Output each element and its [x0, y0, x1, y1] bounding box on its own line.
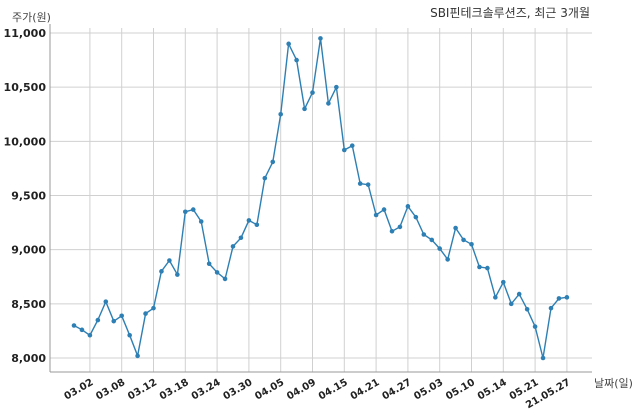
data-point	[405, 204, 411, 209]
data-point	[397, 224, 403, 230]
x-tick-label: 05.03	[412, 377, 445, 402]
data-point	[127, 332, 132, 338]
data-point	[477, 264, 482, 270]
data-point	[71, 323, 77, 328]
data-point	[286, 41, 291, 47]
series-line-path	[73, 38, 567, 359]
data-point	[516, 291, 522, 297]
data-point	[230, 244, 236, 249]
data-point	[103, 299, 109, 304]
data-point	[135, 353, 140, 359]
data-point	[421, 232, 427, 237]
data-point	[198, 219, 204, 224]
data-point	[159, 269, 164, 274]
data-point	[365, 182, 371, 187]
data-point	[445, 257, 450, 262]
data-point	[381, 207, 387, 212]
y-tick-label: 10,500	[4, 81, 47, 94]
data-point	[461, 237, 466, 243]
y-tick-labels: 8,000 8,500 9,000 9,500 10,000 10,500 11,000	[4, 27, 47, 365]
x-axis-label: 날짜(일)	[594, 376, 633, 390]
data-point	[373, 212, 379, 218]
data-point	[151, 305, 156, 311]
grid-lines	[50, 28, 592, 372]
data-point	[270, 159, 276, 165]
x-tick-label: 04.27	[380, 377, 413, 402]
data-point	[111, 318, 117, 324]
data-point	[175, 272, 180, 277]
x-tick-label: 04.05	[253, 377, 286, 402]
data-point	[413, 214, 419, 220]
data-point	[278, 111, 284, 117]
data-point	[485, 265, 490, 271]
data-point	[453, 225, 458, 231]
y-tick-label: 9,000	[11, 244, 46, 257]
data-point	[342, 147, 347, 153]
data-point	[167, 258, 172, 263]
x-tick-label: 04.09	[285, 377, 318, 402]
x-tick-label: 04.21	[349, 377, 382, 402]
data-point	[294, 57, 299, 63]
x-tick-label: 03.12	[126, 377, 159, 402]
data-point	[469, 241, 474, 247]
data-point	[222, 276, 228, 282]
data-point	[357, 181, 363, 186]
x-tick-label: 03.08	[94, 377, 127, 402]
data-point	[302, 106, 307, 112]
y-tick-label: 8,000	[11, 352, 46, 365]
data-point	[254, 222, 260, 228]
data-point	[540, 355, 546, 361]
data-point	[437, 246, 443, 251]
data-point	[95, 317, 101, 323]
data-point	[501, 279, 506, 285]
data-point	[429, 237, 435, 243]
data-point	[493, 295, 498, 300]
data-point	[532, 324, 538, 329]
data-point	[246, 218, 252, 223]
x-tick-label: 05.14	[476, 377, 509, 402]
data-point	[183, 209, 188, 215]
y-axis-label: 주가(원)	[12, 11, 51, 24]
data-point	[524, 306, 530, 312]
data-point	[349, 143, 355, 148]
x-tick-label: 04.15	[317, 377, 350, 402]
x-tick-labels: 03.0203.0803.1203.1803.2403.3004.0504.09…	[62, 377, 572, 411]
data-point	[206, 261, 212, 267]
data-point	[143, 311, 148, 316]
data-point	[334, 84, 339, 90]
x-tick-label: 03.30	[221, 377, 254, 402]
x-tick-label: 03.02	[62, 377, 95, 402]
y-tick-label: 11,000	[4, 27, 47, 40]
x-tick-label: 03.18	[158, 377, 191, 402]
y-tick-label: 10,000	[4, 135, 47, 148]
data-point	[556, 296, 562, 301]
data-point	[389, 228, 395, 234]
data-point	[262, 175, 268, 181]
data-point	[508, 301, 514, 307]
axes	[49, 24, 592, 373]
data-point	[79, 327, 85, 333]
data-point	[214, 270, 220, 275]
data-point	[326, 101, 331, 106]
data-point	[548, 305, 554, 311]
series-line	[71, 36, 570, 361]
data-point	[190, 207, 196, 212]
data-point	[318, 36, 323, 41]
data-point	[238, 235, 244, 241]
y-tick-label: 9,500	[11, 190, 46, 203]
data-point	[119, 313, 124, 319]
y-tick-label: 8,500	[11, 298, 46, 311]
data-point	[310, 90, 315, 95]
data-point	[564, 295, 570, 300]
data-point	[87, 332, 93, 338]
x-tick-label: 03.24	[190, 377, 223, 402]
x-tick-label: 05.10	[444, 377, 477, 402]
chart-title: SBI핀테크솔루션즈, 최근 3개월	[430, 6, 590, 20]
